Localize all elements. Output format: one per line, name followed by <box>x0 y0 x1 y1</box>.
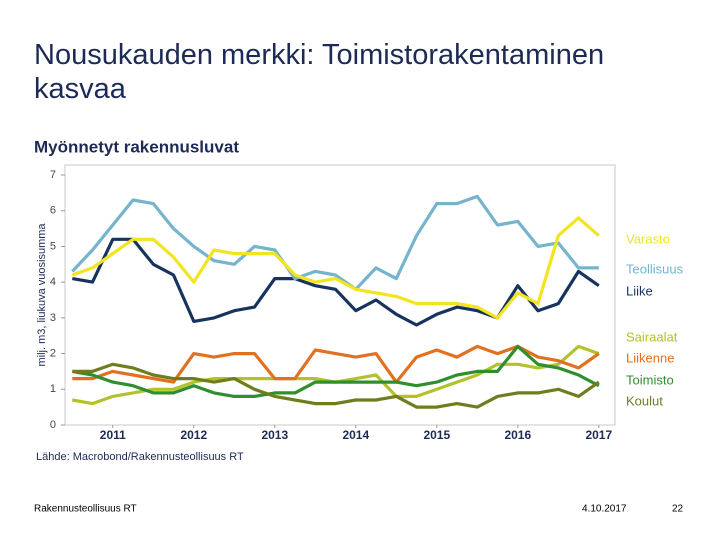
x-tick-label: 2017 <box>585 428 612 442</box>
legend-label: Teollisuus <box>626 261 684 276</box>
series-line <box>72 344 600 398</box>
legend-label: Varasto <box>626 231 670 246</box>
y-tick-label: 0 <box>50 419 56 431</box>
legend-label: Toimisto <box>626 372 674 387</box>
legend-label: Liikenne <box>626 350 674 365</box>
slide-title: Nousukauden merkki: Toimistorakentaminen… <box>34 39 605 105</box>
chart-title: Myönnetyt rakennusluvat <box>34 137 239 156</box>
x-tick-label: 2011 <box>100 428 126 442</box>
series-line <box>71 216 600 320</box>
page-number: 22 <box>672 504 684 515</box>
series-line <box>72 362 600 409</box>
legend-label: Koulut <box>626 393 663 408</box>
x-tick-label: 2013 <box>261 428 288 442</box>
series-line <box>71 194 599 291</box>
y-tick-label: 5 <box>50 240 56 252</box>
x-tick-label: 2015 <box>423 428 450 442</box>
footer-left: Rakennusteollisuus RT <box>34 504 137 515</box>
legend-label: Sairaalat <box>626 329 678 344</box>
y-tick-label: 3 <box>50 312 56 324</box>
legend-label: Liike <box>626 283 653 298</box>
plot-frame <box>64 164 616 426</box>
y-tick-label: 1 <box>50 383 56 395</box>
series-line <box>72 237 600 327</box>
footer-date: 4.10.2017 <box>582 504 627 515</box>
x-tick-label: 2016 <box>504 428 531 442</box>
y-tick-label: 7 <box>50 169 56 181</box>
y-tick-label: 6 <box>50 205 56 217</box>
x-tick-label: 2014 <box>342 428 369 442</box>
series-line <box>72 344 600 384</box>
x-tick-label: 2012 <box>180 428 207 442</box>
y-tick-label: 4 <box>50 276 56 288</box>
y-tick-label: 2 <box>50 347 56 359</box>
y-axis-label: milj. m3, liukuva vuosisumma <box>36 223 48 367</box>
source: Lähde: Macrobond/Rakennusteollisuus RT <box>36 451 244 463</box>
